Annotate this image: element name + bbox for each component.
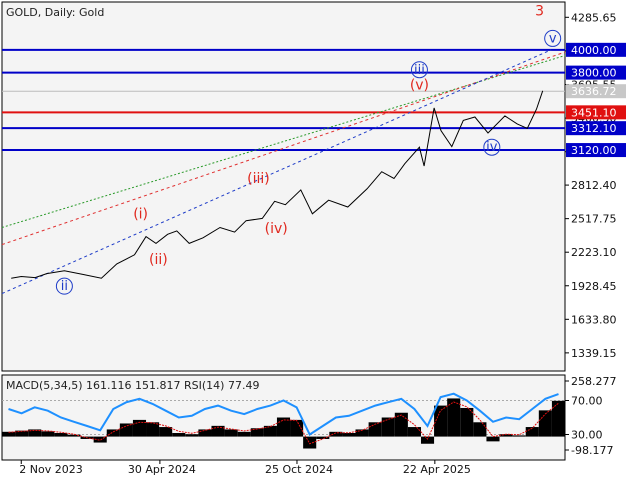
macd-bar xyxy=(106,429,120,437)
macd-bar xyxy=(119,423,133,437)
y-tick-label: 2812.40 xyxy=(571,179,617,192)
wave-label: ii xyxy=(61,279,68,294)
ind-tick-label: -98.177 xyxy=(571,444,613,457)
macd-bar xyxy=(132,419,147,437)
macd-bar xyxy=(486,436,500,442)
macd-bar xyxy=(54,433,68,437)
macd-bar xyxy=(211,425,225,437)
wave-label-circle xyxy=(410,61,428,79)
level-tag xyxy=(566,121,626,136)
macd-bar xyxy=(434,405,448,437)
rsi-line xyxy=(8,392,559,436)
wave-label: (v) xyxy=(410,78,429,94)
x-tick-label: 25 Oct 2024 xyxy=(265,463,333,476)
x-tick-label: 22 Apr 2025 xyxy=(403,463,471,476)
y-tick-label: 2517.75 xyxy=(571,213,617,226)
y-tick-label: 2223.10 xyxy=(571,246,617,259)
level-tag-label: 3312.10 xyxy=(571,122,617,135)
wave-label-circle xyxy=(544,29,562,47)
macd-bar xyxy=(224,429,238,437)
wave-label: (iii) xyxy=(247,171,270,187)
wave-label: (i) xyxy=(133,206,148,222)
level-tag xyxy=(566,105,626,120)
macd-bar xyxy=(355,429,369,437)
x-tick-label: 2 Nov 2023 xyxy=(19,463,82,476)
macd-bar xyxy=(512,435,526,437)
macd-bar xyxy=(290,419,304,437)
current-price-label: 3636.72 xyxy=(571,85,617,98)
y-tick-label: 1928.45 xyxy=(571,280,617,293)
macd-bar xyxy=(263,425,277,437)
channel-line-blue xyxy=(1,49,552,295)
wave-label: iv xyxy=(486,140,498,155)
wave-label: (iv) xyxy=(265,221,288,237)
macd-bar xyxy=(525,427,539,437)
x-tick-label: 30 Apr 2024 xyxy=(128,463,196,476)
wave-label-circle xyxy=(55,277,73,295)
macd-bar xyxy=(146,422,160,437)
macd-bar xyxy=(473,422,487,437)
macd-bar xyxy=(551,400,565,437)
chart-title: GOLD, Daily: Gold xyxy=(6,6,104,19)
ind-tick-label: 70.00 xyxy=(571,395,603,408)
wave-label: 3 xyxy=(535,4,544,20)
macd-bar xyxy=(342,433,356,437)
macd-bar xyxy=(159,427,173,437)
macd-bar xyxy=(185,434,199,437)
macd-bar xyxy=(407,427,421,437)
ind-tick-label: 30.00 xyxy=(571,429,603,442)
level-tag xyxy=(566,42,626,57)
indicator-title: MACD(5,34,5) 161.116 151.817 RSI(14) 77.… xyxy=(6,379,259,392)
macd-bar xyxy=(420,436,435,444)
macd-bar xyxy=(329,431,343,437)
macd-bar xyxy=(316,436,330,439)
macd-bar xyxy=(303,436,317,449)
level-tag-label: 4000.00 xyxy=(571,44,617,57)
macd-bar xyxy=(237,431,251,437)
main-panel-frame xyxy=(1,1,566,372)
macd-bar xyxy=(2,431,16,437)
wave-label-circle xyxy=(483,138,501,156)
macd-bar xyxy=(67,434,81,437)
current-price-tag xyxy=(566,84,626,99)
macd-bar xyxy=(381,417,395,437)
wave-label: (ii) xyxy=(149,252,168,268)
price-line xyxy=(11,90,544,279)
wave-label: iii xyxy=(414,63,425,78)
macd-bar xyxy=(15,430,29,437)
macd-bar xyxy=(93,436,107,443)
macd-bar xyxy=(41,431,55,437)
level-tag xyxy=(566,65,626,80)
y-tick-label: 1633.80 xyxy=(571,313,617,326)
level-tag-label: 3451.10 xyxy=(571,106,617,119)
y-tick-label: 4285.65 xyxy=(571,11,617,24)
macd-bar xyxy=(276,417,291,437)
level-tag xyxy=(566,143,626,158)
macd-bar xyxy=(172,433,186,437)
macd-bar xyxy=(250,428,264,437)
y-tick-label: 1339.15 xyxy=(571,347,617,360)
macd-bar xyxy=(460,407,474,437)
macd-bar xyxy=(447,398,461,437)
macd-bar xyxy=(28,429,42,437)
macd-bar xyxy=(499,434,513,437)
macd-bar xyxy=(198,429,212,437)
macd-bar xyxy=(394,412,408,437)
ind-tick-label: 258.277 xyxy=(571,375,617,388)
wave-label: v xyxy=(549,31,557,46)
level-tag-label: 3800.00 xyxy=(571,67,617,80)
level-tag-label: 3120.00 xyxy=(571,144,617,157)
